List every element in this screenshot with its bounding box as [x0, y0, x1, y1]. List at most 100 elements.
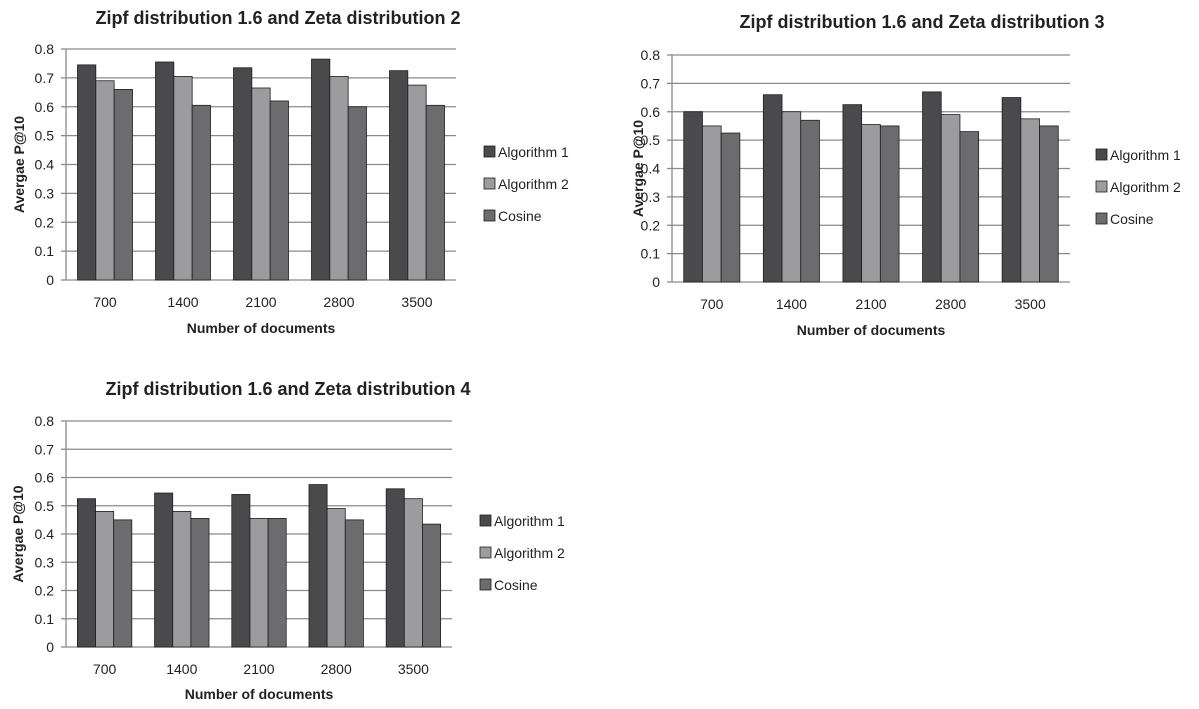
chart-2: Zipf distribution 1.6 and Zeta distribut… — [600, 0, 1199, 345]
y-axis-label: Avergae P@10 — [630, 120, 646, 217]
y-tick-label: 0.2 — [35, 214, 55, 230]
bar-algorithm-2-700 — [95, 80, 115, 281]
y-tick-label: 0.6 — [641, 104, 661, 120]
chart-title: Zipf distribution 1.6 and Zeta distribut… — [739, 12, 1104, 32]
bar-cosine-2800 — [344, 519, 364, 648]
legend-swatch — [1095, 212, 1108, 225]
chart-svg: Zipf distribution 1.6 and Zeta distribut… — [11, 8, 569, 336]
x-tick-label: 700 — [93, 294, 117, 310]
x-tick-label: 2100 — [855, 296, 886, 312]
x-tick-label: 3500 — [1015, 296, 1046, 312]
legend-label: Algorithm 2 — [494, 545, 565, 561]
legend-label: Algorithm 2 — [498, 176, 569, 192]
y-tick-label: 0.7 — [35, 70, 55, 86]
x-tick-label: 2800 — [321, 661, 352, 677]
bar-algorithm-2-2800 — [329, 76, 349, 281]
bar-algorithm-1-2800 — [922, 91, 942, 283]
legend-label: Algorithm 1 — [498, 144, 569, 160]
y-tick-label: 0.6 — [35, 470, 55, 486]
legend-label: Algorithm 2 — [1110, 179, 1181, 195]
bar-algorithm-1-1400 — [155, 61, 175, 281]
chart-3: Zipf distribution 1.6 and Zeta distribut… — [0, 365, 600, 704]
bar-cosine-2100 — [269, 100, 289, 281]
legend-swatch — [483, 145, 496, 158]
bar-cosine-3500 — [425, 104, 445, 281]
bar-cosine-3500 — [422, 523, 442, 648]
y-tick-label: 0.8 — [35, 413, 55, 429]
bar-algorithm-1-2100 — [842, 104, 863, 283]
y-axis-label: Avergae P@10 — [10, 485, 26, 582]
y-tick-label: 0.6 — [35, 99, 55, 115]
bar-cosine-700 — [720, 132, 741, 283]
y-tick-label: 0.1 — [35, 243, 55, 259]
bar-cosine-2100 — [267, 518, 287, 648]
bar-algorithm-1-2100 — [233, 67, 253, 281]
y-tick-label: 0.4 — [641, 161, 661, 177]
y-tick-label: 0 — [46, 272, 54, 288]
y-tick-label: 0.3 — [641, 189, 661, 205]
y-tick-label: 0.3 — [35, 554, 55, 570]
x-tick-label: 1400 — [166, 661, 197, 677]
legend-swatch — [479, 578, 492, 591]
chart-title: Zipf distribution 1.6 and Zeta distribut… — [105, 379, 470, 399]
legend-label: Cosine — [498, 208, 542, 224]
bar-algorithm-2-700 — [702, 125, 722, 283]
x-tick-label: 2800 — [935, 296, 966, 312]
bar-algorithm-2-2800 — [940, 114, 961, 283]
y-tick-label: 0.1 — [641, 246, 661, 262]
bar-algorithm-2-1400 — [173, 76, 193, 281]
legend-label: Cosine — [494, 577, 538, 593]
bar-cosine-2800 — [347, 106, 367, 281]
x-axis-label: Number of documents — [187, 320, 336, 336]
legend-swatch — [483, 209, 496, 222]
legend-swatch — [1095, 148, 1108, 161]
y-tick-label: 0.8 — [35, 41, 55, 57]
bar-algorithm-2-2100 — [249, 518, 269, 648]
chart-svg: Zipf distribution 1.6 and Zeta distribut… — [10, 379, 565, 702]
bar-algorithm-1-3500 — [385, 488, 405, 648]
y-tick-label: 0.3 — [35, 185, 55, 201]
bar-cosine-700 — [113, 89, 133, 281]
bar-algorithm-1-2800 — [311, 58, 331, 281]
x-tick-label: 2800 — [323, 294, 354, 310]
bar-cosine-2100 — [879, 125, 900, 283]
bar-algorithm-1-2100 — [231, 494, 251, 648]
bar-cosine-3500 — [1039, 125, 1059, 283]
y-tick-label: 0.7 — [35, 441, 55, 457]
legend-swatch — [479, 546, 492, 559]
bar-algorithm-1-1400 — [154, 492, 174, 648]
bar-algorithm-1-3500 — [389, 70, 409, 281]
y-tick-label: 0.5 — [35, 128, 55, 144]
bar-algorithm-2-700 — [95, 510, 115, 648]
bar-algorithm-1-700 — [683, 111, 703, 283]
legend-label: Cosine — [1110, 211, 1154, 227]
legend: Algorithm 1 Algorithm 2 Cosine — [479, 513, 565, 593]
bar-algorithm-1-2800 — [308, 484, 328, 648]
legend: Algorithm 1 Algorithm 2 Cosine — [483, 144, 569, 224]
chart-svg: Zipf distribution 1.6 and Zeta distribut… — [630, 12, 1181, 338]
x-tick-label: 3500 — [401, 294, 432, 310]
bar-algorithm-2-3500 — [403, 498, 423, 648]
legend-label: Algorithm 1 — [1110, 147, 1181, 163]
y-tick-label: 0.7 — [641, 75, 661, 91]
bar-algorithm-2-3500 — [407, 84, 427, 281]
legend-swatch — [1095, 180, 1108, 193]
y-tick-label: 0.4 — [35, 526, 55, 542]
y-tick-label: 0 — [652, 274, 660, 290]
legend-swatch — [479, 514, 492, 527]
bar-cosine-2800 — [959, 131, 980, 283]
bar-algorithm-2-2800 — [326, 508, 346, 648]
x-tick-label: 1400 — [776, 296, 807, 312]
y-tick-label: 0.1 — [35, 611, 55, 627]
bar-algorithm-2-1400 — [781, 111, 802, 283]
bar-algorithm-2-2100 — [251, 87, 271, 281]
x-tick-label: 2100 — [243, 661, 274, 677]
bar-algorithm-2-1400 — [172, 510, 192, 648]
bar-algorithm-1-700 — [76, 498, 96, 648]
bar-algorithm-1-3500 — [1001, 97, 1022, 283]
y-tick-label: 0.5 — [35, 498, 55, 514]
legend-label: Algorithm 1 — [494, 513, 565, 529]
bar-cosine-1400 — [190, 518, 210, 648]
y-tick-label: 0.2 — [35, 583, 55, 599]
